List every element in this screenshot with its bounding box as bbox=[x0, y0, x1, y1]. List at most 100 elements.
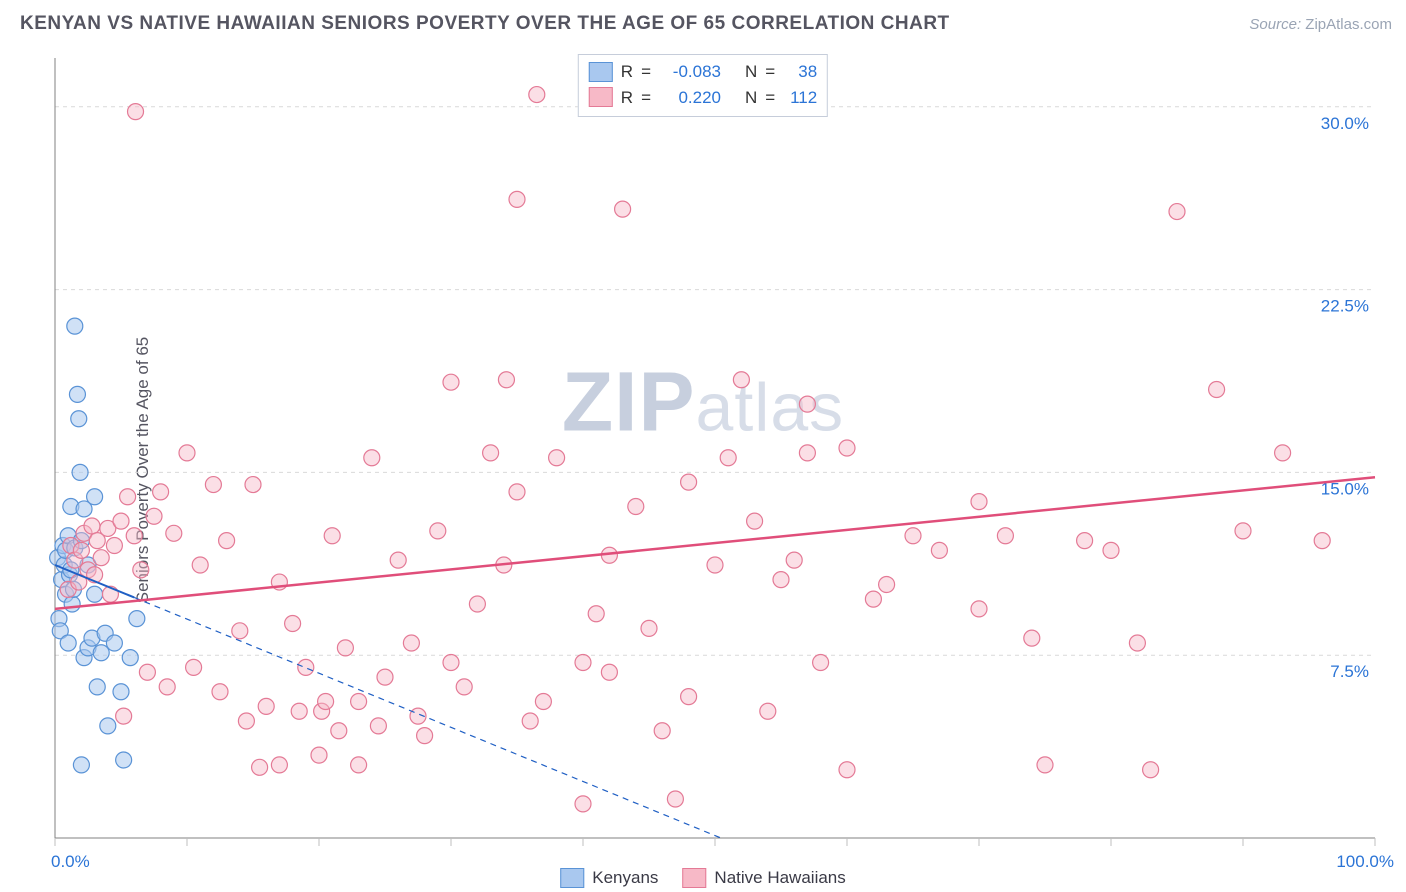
data-point bbox=[681, 689, 697, 705]
data-point bbox=[839, 762, 855, 778]
legend-swatch bbox=[560, 868, 584, 888]
source-value: ZipAtlas.com bbox=[1305, 16, 1392, 33]
data-point bbox=[351, 757, 367, 773]
data-point bbox=[1209, 382, 1225, 398]
data-point bbox=[186, 659, 202, 675]
legend-label: Kenyans bbox=[592, 868, 658, 888]
legend-n-value: 38 bbox=[783, 59, 817, 85]
data-point bbox=[601, 664, 617, 680]
y-tick-label: 7.5% bbox=[1330, 662, 1369, 681]
data-point bbox=[443, 374, 459, 390]
data-point bbox=[331, 723, 347, 739]
data-point bbox=[116, 752, 132, 768]
data-point bbox=[1103, 542, 1119, 558]
data-point bbox=[529, 87, 545, 103]
legend-swatch bbox=[682, 868, 706, 888]
data-point bbox=[628, 499, 644, 515]
data-point bbox=[113, 513, 129, 529]
data-point bbox=[84, 518, 100, 534]
data-point bbox=[72, 464, 88, 480]
data-point bbox=[318, 694, 334, 710]
legend-eq: = bbox=[641, 85, 651, 111]
data-point bbox=[166, 525, 182, 541]
data-point bbox=[129, 611, 145, 627]
data-point bbox=[298, 659, 314, 675]
data-point bbox=[799, 396, 815, 412]
data-point bbox=[245, 477, 261, 493]
data-point bbox=[89, 679, 105, 695]
legend-eq: = bbox=[765, 59, 775, 85]
data-point bbox=[364, 450, 380, 466]
data-point bbox=[219, 533, 235, 549]
data-point bbox=[522, 713, 538, 729]
data-point bbox=[971, 601, 987, 617]
data-point bbox=[390, 552, 406, 568]
data-point bbox=[1143, 762, 1159, 778]
data-point bbox=[232, 623, 248, 639]
correlation-legend: R=-0.083N=38R=0.220N=112 bbox=[578, 54, 828, 117]
data-point bbox=[370, 718, 386, 734]
y-tick-label: 30.0% bbox=[1321, 114, 1369, 133]
data-point bbox=[192, 557, 208, 573]
data-point bbox=[285, 616, 301, 632]
data-point bbox=[271, 757, 287, 773]
data-point bbox=[73, 757, 89, 773]
legend-r-value: -0.083 bbox=[659, 59, 721, 85]
data-point bbox=[799, 445, 815, 461]
data-point bbox=[128, 104, 144, 120]
x-axis-max-label: 100.0% bbox=[1336, 852, 1394, 872]
data-point bbox=[139, 664, 155, 680]
data-point bbox=[707, 557, 723, 573]
data-point bbox=[87, 586, 103, 602]
data-point bbox=[1235, 523, 1251, 539]
data-point bbox=[1037, 757, 1053, 773]
data-point bbox=[351, 694, 367, 710]
legend-n-label: N bbox=[745, 59, 757, 85]
data-point bbox=[1077, 533, 1093, 549]
data-point bbox=[720, 450, 736, 466]
data-point bbox=[997, 528, 1013, 544]
data-point bbox=[116, 708, 132, 724]
data-point bbox=[575, 796, 591, 812]
data-point bbox=[747, 513, 763, 529]
data-point bbox=[291, 703, 307, 719]
data-point bbox=[839, 440, 855, 456]
plot-area: Seniors Poverty Over the Age of 65 ZIPat… bbox=[0, 48, 1406, 892]
data-point bbox=[1024, 630, 1040, 646]
data-point bbox=[813, 655, 829, 671]
data-point bbox=[93, 550, 109, 566]
data-point bbox=[60, 635, 76, 651]
data-point bbox=[324, 528, 340, 544]
data-point bbox=[760, 703, 776, 719]
legend-r-value: 0.220 bbox=[659, 85, 721, 111]
legend-swatch bbox=[589, 87, 613, 107]
data-point bbox=[575, 655, 591, 671]
data-point bbox=[615, 201, 631, 217]
data-point bbox=[469, 596, 485, 612]
data-point bbox=[483, 445, 499, 461]
data-point bbox=[133, 562, 149, 578]
series-legend: KenyansNative Hawaiians bbox=[560, 868, 846, 888]
data-point bbox=[337, 640, 353, 656]
data-point bbox=[377, 669, 393, 685]
data-point bbox=[667, 791, 683, 807]
data-point bbox=[681, 474, 697, 490]
data-point bbox=[64, 596, 80, 612]
data-point bbox=[498, 372, 514, 388]
data-point bbox=[153, 484, 169, 500]
data-point bbox=[1314, 533, 1330, 549]
data-point bbox=[588, 606, 604, 622]
legend-swatch bbox=[589, 62, 613, 82]
data-point bbox=[122, 650, 138, 666]
data-point bbox=[238, 713, 254, 729]
data-point bbox=[93, 645, 109, 661]
data-point bbox=[654, 723, 670, 739]
data-point bbox=[159, 679, 175, 695]
data-point bbox=[971, 494, 987, 510]
data-point bbox=[509, 484, 525, 500]
data-point bbox=[865, 591, 881, 607]
legend-n-label: N bbox=[745, 85, 757, 111]
data-point bbox=[126, 528, 142, 544]
data-point bbox=[403, 635, 419, 651]
data-point bbox=[106, 635, 122, 651]
